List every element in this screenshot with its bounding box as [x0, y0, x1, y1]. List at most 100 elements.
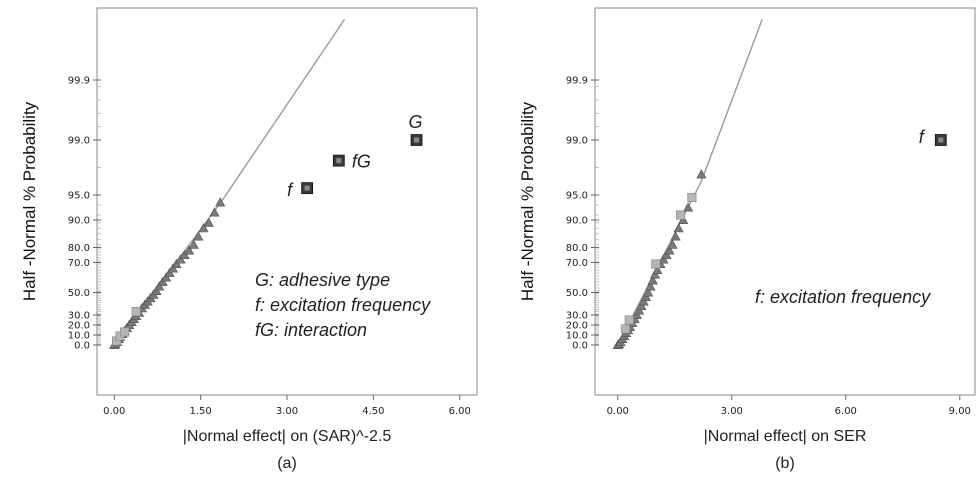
- error-effect-point: [188, 239, 199, 249]
- effect-point-square: [687, 192, 697, 203]
- y-tick-label: 70.0: [68, 258, 90, 269]
- point-label: f: [919, 127, 926, 147]
- x-axis-label: |Normal effect| on (SAR)^-2.5: [183, 428, 392, 445]
- error-effect-point: [184, 245, 195, 255]
- y-tick-label: 10.0: [68, 330, 90, 341]
- x-tick-label: 6.00: [449, 406, 471, 417]
- error-effect-point: [667, 239, 678, 249]
- x-tick-label: 0.00: [607, 406, 629, 417]
- error-effect-point: [154, 281, 165, 291]
- effect-point-square: [120, 327, 130, 337]
- y-tick-label: 0.0: [74, 341, 90, 352]
- annotation-line: f: excitation frequency: [755, 287, 931, 307]
- error-effect-point: [633, 305, 645, 315]
- error-effect-point: [179, 249, 190, 259]
- error-effect-point: [670, 231, 681, 241]
- y-axis-label: Half -Normal % Probability: [518, 101, 537, 301]
- legend-annotation: G: adhesive type f: excitation frequency f…: [255, 270, 431, 340]
- y-tick-label: 20.0: [566, 320, 588, 331]
- error-effect-point: [209, 207, 220, 217]
- y-minor-ticks: [595, 86, 599, 345]
- error-effect-point: [198, 223, 209, 233]
- y-axis-label: Half -Normal % Probability: [20, 101, 39, 301]
- effect-point-square: [651, 259, 661, 269]
- significant-effect-marker-core: [336, 158, 342, 164]
- panel-caption: (a): [277, 455, 297, 472]
- error-effect-point: [649, 269, 661, 279]
- significant-effect: f: [919, 127, 947, 147]
- error-effect-point: [682, 202, 694, 212]
- x-tick-label: 3.00: [721, 406, 743, 417]
- significant-effect: f: [287, 180, 314, 200]
- error-effect-point: [164, 267, 175, 277]
- point-label: G: [409, 112, 423, 132]
- point-label: fG: [352, 152, 371, 172]
- error-effect-point: [643, 287, 654, 297]
- effect-point-square: [131, 307, 141, 317]
- error-effect-point: [661, 249, 672, 259]
- y-tick-label: 90.0: [566, 216, 588, 227]
- annotation-line: f: excitation frequency: [255, 295, 431, 315]
- effect-point-square: [620, 324, 630, 334]
- error-effect-point: [175, 254, 186, 264]
- x-tick-label: 9.00: [949, 406, 971, 417]
- plot-frame: [594, 7, 976, 396]
- y-tick-label: 99.0: [68, 136, 90, 147]
- error-effect-point: [640, 291, 652, 301]
- y-tick-label: 20.0: [68, 320, 90, 331]
- annotation-line: fG: interaction: [255, 320, 367, 340]
- error-effect-point: [652, 264, 663, 274]
- significant-effect-marker-core: [938, 137, 944, 143]
- error-effects: [612, 169, 707, 349]
- x-tick-label: 4.50: [362, 406, 384, 417]
- x-tick-label: 1.50: [190, 406, 212, 417]
- y-tick-label: 95.0: [566, 191, 588, 202]
- fit-line: [617, 19, 763, 346]
- error-effect-point: [673, 223, 684, 233]
- panel-caption: (b): [775, 455, 795, 472]
- error-effect-point: [160, 272, 172, 282]
- error-effect-point: [638, 296, 649, 306]
- error-effect-point: [215, 197, 226, 207]
- error-effect-point: [647, 275, 658, 285]
- significant-effect: G: [409, 112, 423, 146]
- square-effects: [112, 307, 141, 346]
- effect-point-square: [675, 210, 686, 220]
- error-effect-point: [157, 276, 168, 286]
- y-tick-label: 99.9: [68, 75, 90, 86]
- error-effect-point: [167, 263, 179, 273]
- y-tick-label: 50.0: [566, 288, 588, 299]
- y-tick-label: 95.0: [68, 191, 90, 202]
- error-effect-point: [151, 285, 162, 295]
- fit-line-group: [617, 19, 763, 346]
- square-effects: [620, 192, 697, 334]
- y-minor-ticks: [97, 86, 101, 345]
- error-effect-point: [645, 281, 656, 291]
- x-tick-label: 3.00: [276, 406, 298, 417]
- error-effect-point: [636, 300, 647, 310]
- x-axis-label: |Normal effect| on SER: [704, 428, 867, 445]
- panel-b: 0.010.020.030.0 50.0 70.0 80.0 90.0 95.0 99.0 9…: [518, 7, 976, 472]
- y-tick-label: 99.9: [566, 75, 588, 86]
- error-effect-point: [631, 309, 642, 319]
- x-tick-label: 0.00: [103, 406, 125, 417]
- error-effect-point: [664, 245, 675, 255]
- error-effects: [109, 197, 226, 349]
- y-tick-label: 70.0: [566, 258, 588, 269]
- error-effect-point: [203, 217, 214, 227]
- error-effect-point: [696, 169, 707, 179]
- y-tick-label: 10.0: [566, 330, 588, 341]
- y-tick-label: 99.0: [566, 136, 588, 147]
- legend-annotation: f: excitation frequency: [755, 287, 931, 307]
- effect-point-square: [624, 315, 634, 325]
- error-effect-point: [171, 258, 182, 268]
- significant-effect: fG: [332, 152, 371, 172]
- y-tick-label: 80.0: [566, 243, 588, 254]
- annotation-line: G: adhesive type: [255, 270, 390, 290]
- y-tick-label: 80.0: [68, 243, 90, 254]
- y-tick-label: 90.0: [68, 216, 90, 227]
- significant-effect-marker-core: [304, 185, 310, 191]
- y-tick-label: 30.0: [566, 310, 588, 321]
- significant-effect-marker-core: [414, 137, 420, 143]
